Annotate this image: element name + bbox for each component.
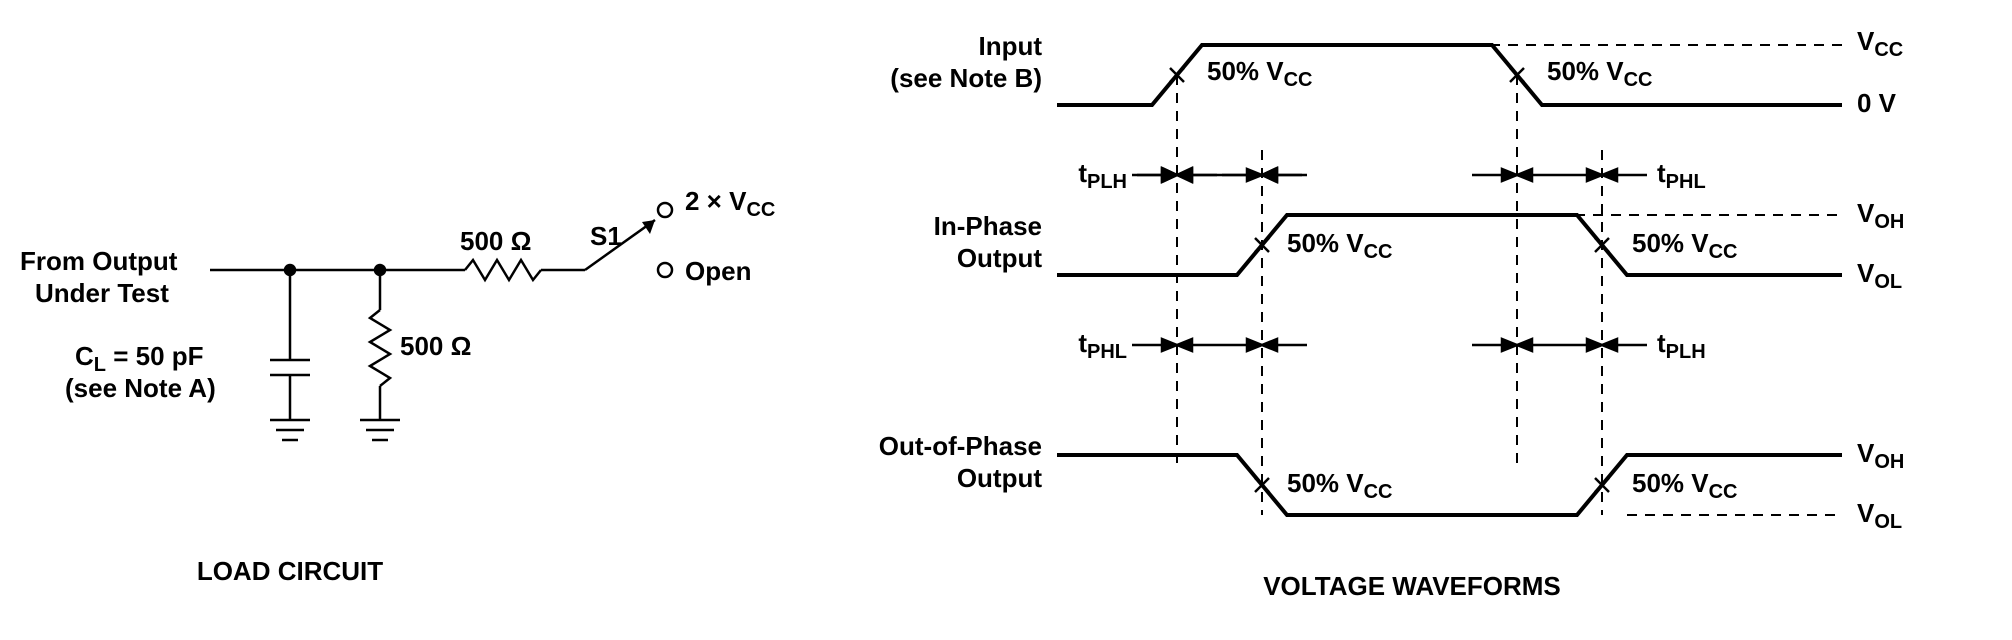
inphase-label-2: Output — [957, 243, 1043, 273]
load-circuit-svg: From Output Under Test CL = 50 pF (see N… — [20, 20, 780, 620]
outphase-high: VOH — [1857, 438, 1904, 473]
outphase-label-1: Out-of-Phase — [879, 431, 1042, 461]
diagram-container: From Output Under Test CL = 50 pF (see N… — [20, 20, 1992, 620]
inphase-high: VOH — [1857, 198, 1904, 233]
outphase-mid-1: 50% VCC — [1287, 468, 1393, 503]
outphase-mid-2: 50% VCC — [1632, 468, 1738, 503]
r-vertical-label: 500 Ω — [400, 331, 471, 361]
input-label-1: Input — [978, 31, 1042, 61]
tplh-left: tPLH — [1078, 158, 1127, 193]
switch-pos2: Open — [685, 256, 751, 286]
tphl-right: tPHL — [1657, 158, 1706, 193]
from-output-label: From Output — [20, 246, 178, 276]
input-mid-1: 50% VCC — [1207, 56, 1313, 91]
tplh-right: tPLH — [1657, 328, 1706, 363]
inphase-mid-1: 50% VCC — [1287, 228, 1393, 263]
input-label-2: (see Note B) — [890, 63, 1042, 93]
load-circuit-panel: From Output Under Test CL = 50 pF (see N… — [20, 20, 780, 625]
switch-pos1: 2 × VCC — [685, 186, 775, 221]
inphase-label-1: In-Phase — [934, 211, 1042, 241]
input-high: VCC — [1857, 26, 1903, 61]
waveforms-title: VOLTAGE WAVEFORMS — [1263, 571, 1561, 601]
waveforms-panel: Input (see Note B) VCC 0 V 50% VCC 50% V… — [832, 20, 1992, 625]
load-circuit-title: LOAD CIRCUIT — [197, 556, 383, 586]
under-test-label: Under Test — [35, 278, 169, 308]
capacitor-note: (see Note A) — [65, 373, 216, 403]
outphase-low: VOL — [1857, 498, 1902, 533]
r-horizontal-label: 500 Ω — [460, 226, 531, 256]
switch-label: S1 — [590, 221, 622, 251]
inphase-low: VOL — [1857, 258, 1902, 293]
waveforms-svg: Input (see Note B) VCC 0 V 50% VCC 50% V… — [832, 20, 1992, 620]
tphl-left: tPHL — [1078, 328, 1127, 363]
inphase-mid-2: 50% VCC — [1632, 228, 1738, 263]
input-mid-2: 50% VCC — [1547, 56, 1653, 91]
capacitor-label: CL = 50 pF — [75, 341, 204, 376]
input-low: 0 V — [1857, 88, 1897, 118]
outphase-label-2: Output — [957, 463, 1043, 493]
